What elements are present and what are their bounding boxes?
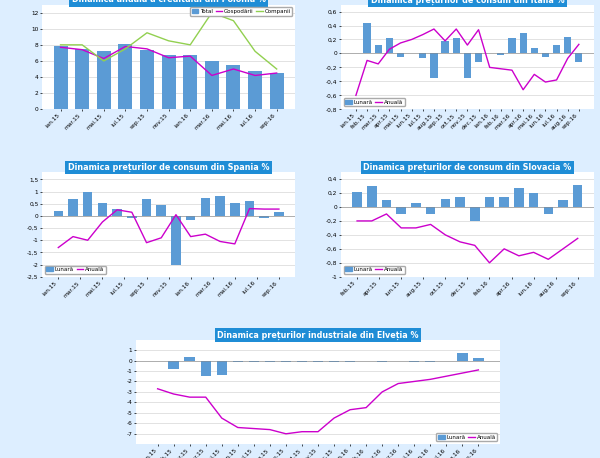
- Bar: [508, 38, 515, 54]
- Bar: [98, 202, 107, 216]
- Bar: [361, 360, 371, 361]
- Bar: [409, 360, 419, 361]
- Bar: [140, 49, 154, 109]
- Bar: [397, 207, 406, 214]
- Bar: [161, 55, 176, 109]
- Bar: [475, 54, 482, 62]
- Legend: Lunară, Anuală: Lunară, Anuală: [436, 433, 497, 442]
- Bar: [313, 360, 323, 361]
- Bar: [112, 208, 122, 216]
- Bar: [470, 207, 479, 221]
- Bar: [364, 23, 371, 54]
- Bar: [352, 191, 362, 207]
- Bar: [544, 207, 553, 214]
- Bar: [485, 196, 494, 207]
- Bar: [514, 188, 524, 207]
- Bar: [169, 360, 179, 369]
- Bar: [530, 48, 538, 54]
- Legend: Lunară, Anuală: Lunară, Anuală: [344, 98, 405, 107]
- Bar: [411, 203, 421, 207]
- Bar: [233, 360, 243, 361]
- Bar: [542, 54, 549, 57]
- Bar: [269, 73, 284, 109]
- Bar: [553, 45, 560, 54]
- Title: Dinamica prețurilor de consum din Spania %: Dinamica prețurilor de consum din Spania…: [68, 163, 269, 172]
- Bar: [83, 191, 92, 216]
- Bar: [97, 51, 111, 109]
- Title: Dinamica prețurilor industriale din Elveția %: Dinamica prețurilor industriale din Elve…: [217, 330, 419, 339]
- Bar: [464, 54, 471, 78]
- Bar: [245, 202, 254, 216]
- Bar: [226, 65, 241, 109]
- Bar: [297, 360, 307, 361]
- Bar: [386, 38, 393, 54]
- Bar: [142, 199, 151, 216]
- Bar: [473, 359, 484, 360]
- Bar: [186, 216, 196, 219]
- Bar: [281, 360, 291, 362]
- Bar: [499, 196, 509, 207]
- Legend: Lunară, Anuală: Lunară, Anuală: [45, 266, 106, 274]
- Bar: [440, 199, 450, 207]
- Bar: [259, 216, 269, 218]
- Bar: [426, 207, 436, 214]
- Legend: Lunară, Anuală: Lunară, Anuală: [344, 266, 405, 274]
- Bar: [75, 49, 89, 109]
- Bar: [367, 186, 377, 207]
- Bar: [425, 360, 436, 362]
- Legend: Total, Gospodării, Companii: Total, Gospodării, Companii: [190, 7, 292, 16]
- Bar: [215, 196, 225, 216]
- Bar: [564, 38, 571, 54]
- Bar: [374, 45, 382, 54]
- Bar: [397, 54, 404, 57]
- Bar: [457, 353, 467, 360]
- Bar: [230, 202, 239, 216]
- Bar: [200, 360, 211, 376]
- Bar: [442, 41, 449, 54]
- Bar: [127, 216, 137, 218]
- Bar: [200, 198, 210, 216]
- Bar: [430, 54, 437, 78]
- Bar: [265, 360, 275, 361]
- Bar: [419, 54, 427, 58]
- Bar: [205, 61, 219, 109]
- Bar: [382, 200, 391, 207]
- Bar: [53, 46, 68, 109]
- Bar: [248, 71, 262, 109]
- Bar: [157, 205, 166, 216]
- Bar: [248, 360, 259, 362]
- Bar: [329, 360, 339, 362]
- Title: Dinamica prețurilor de consum din Slovacia %: Dinamica prețurilor de consum din Slovac…: [363, 163, 572, 172]
- Bar: [53, 211, 63, 216]
- Bar: [573, 185, 583, 207]
- Bar: [118, 44, 133, 109]
- Bar: [274, 212, 284, 216]
- Bar: [455, 196, 465, 207]
- Bar: [575, 54, 583, 62]
- Bar: [184, 357, 195, 360]
- Bar: [497, 54, 505, 55]
- Title: Dinamica prețurilor de consum din Italia %: Dinamica prețurilor de consum din Italia…: [371, 0, 564, 5]
- Bar: [393, 360, 403, 361]
- Bar: [171, 216, 181, 265]
- Bar: [217, 360, 227, 375]
- Bar: [377, 360, 388, 361]
- Bar: [183, 55, 197, 109]
- Bar: [441, 360, 452, 361]
- Bar: [345, 360, 355, 361]
- Bar: [520, 33, 527, 54]
- Title: Dinamica anuală a creditului din Polonia %: Dinamica anuală a creditului din Polonia…: [71, 0, 266, 5]
- Bar: [529, 193, 538, 207]
- Bar: [558, 200, 568, 207]
- Bar: [68, 199, 78, 216]
- Bar: [452, 38, 460, 54]
